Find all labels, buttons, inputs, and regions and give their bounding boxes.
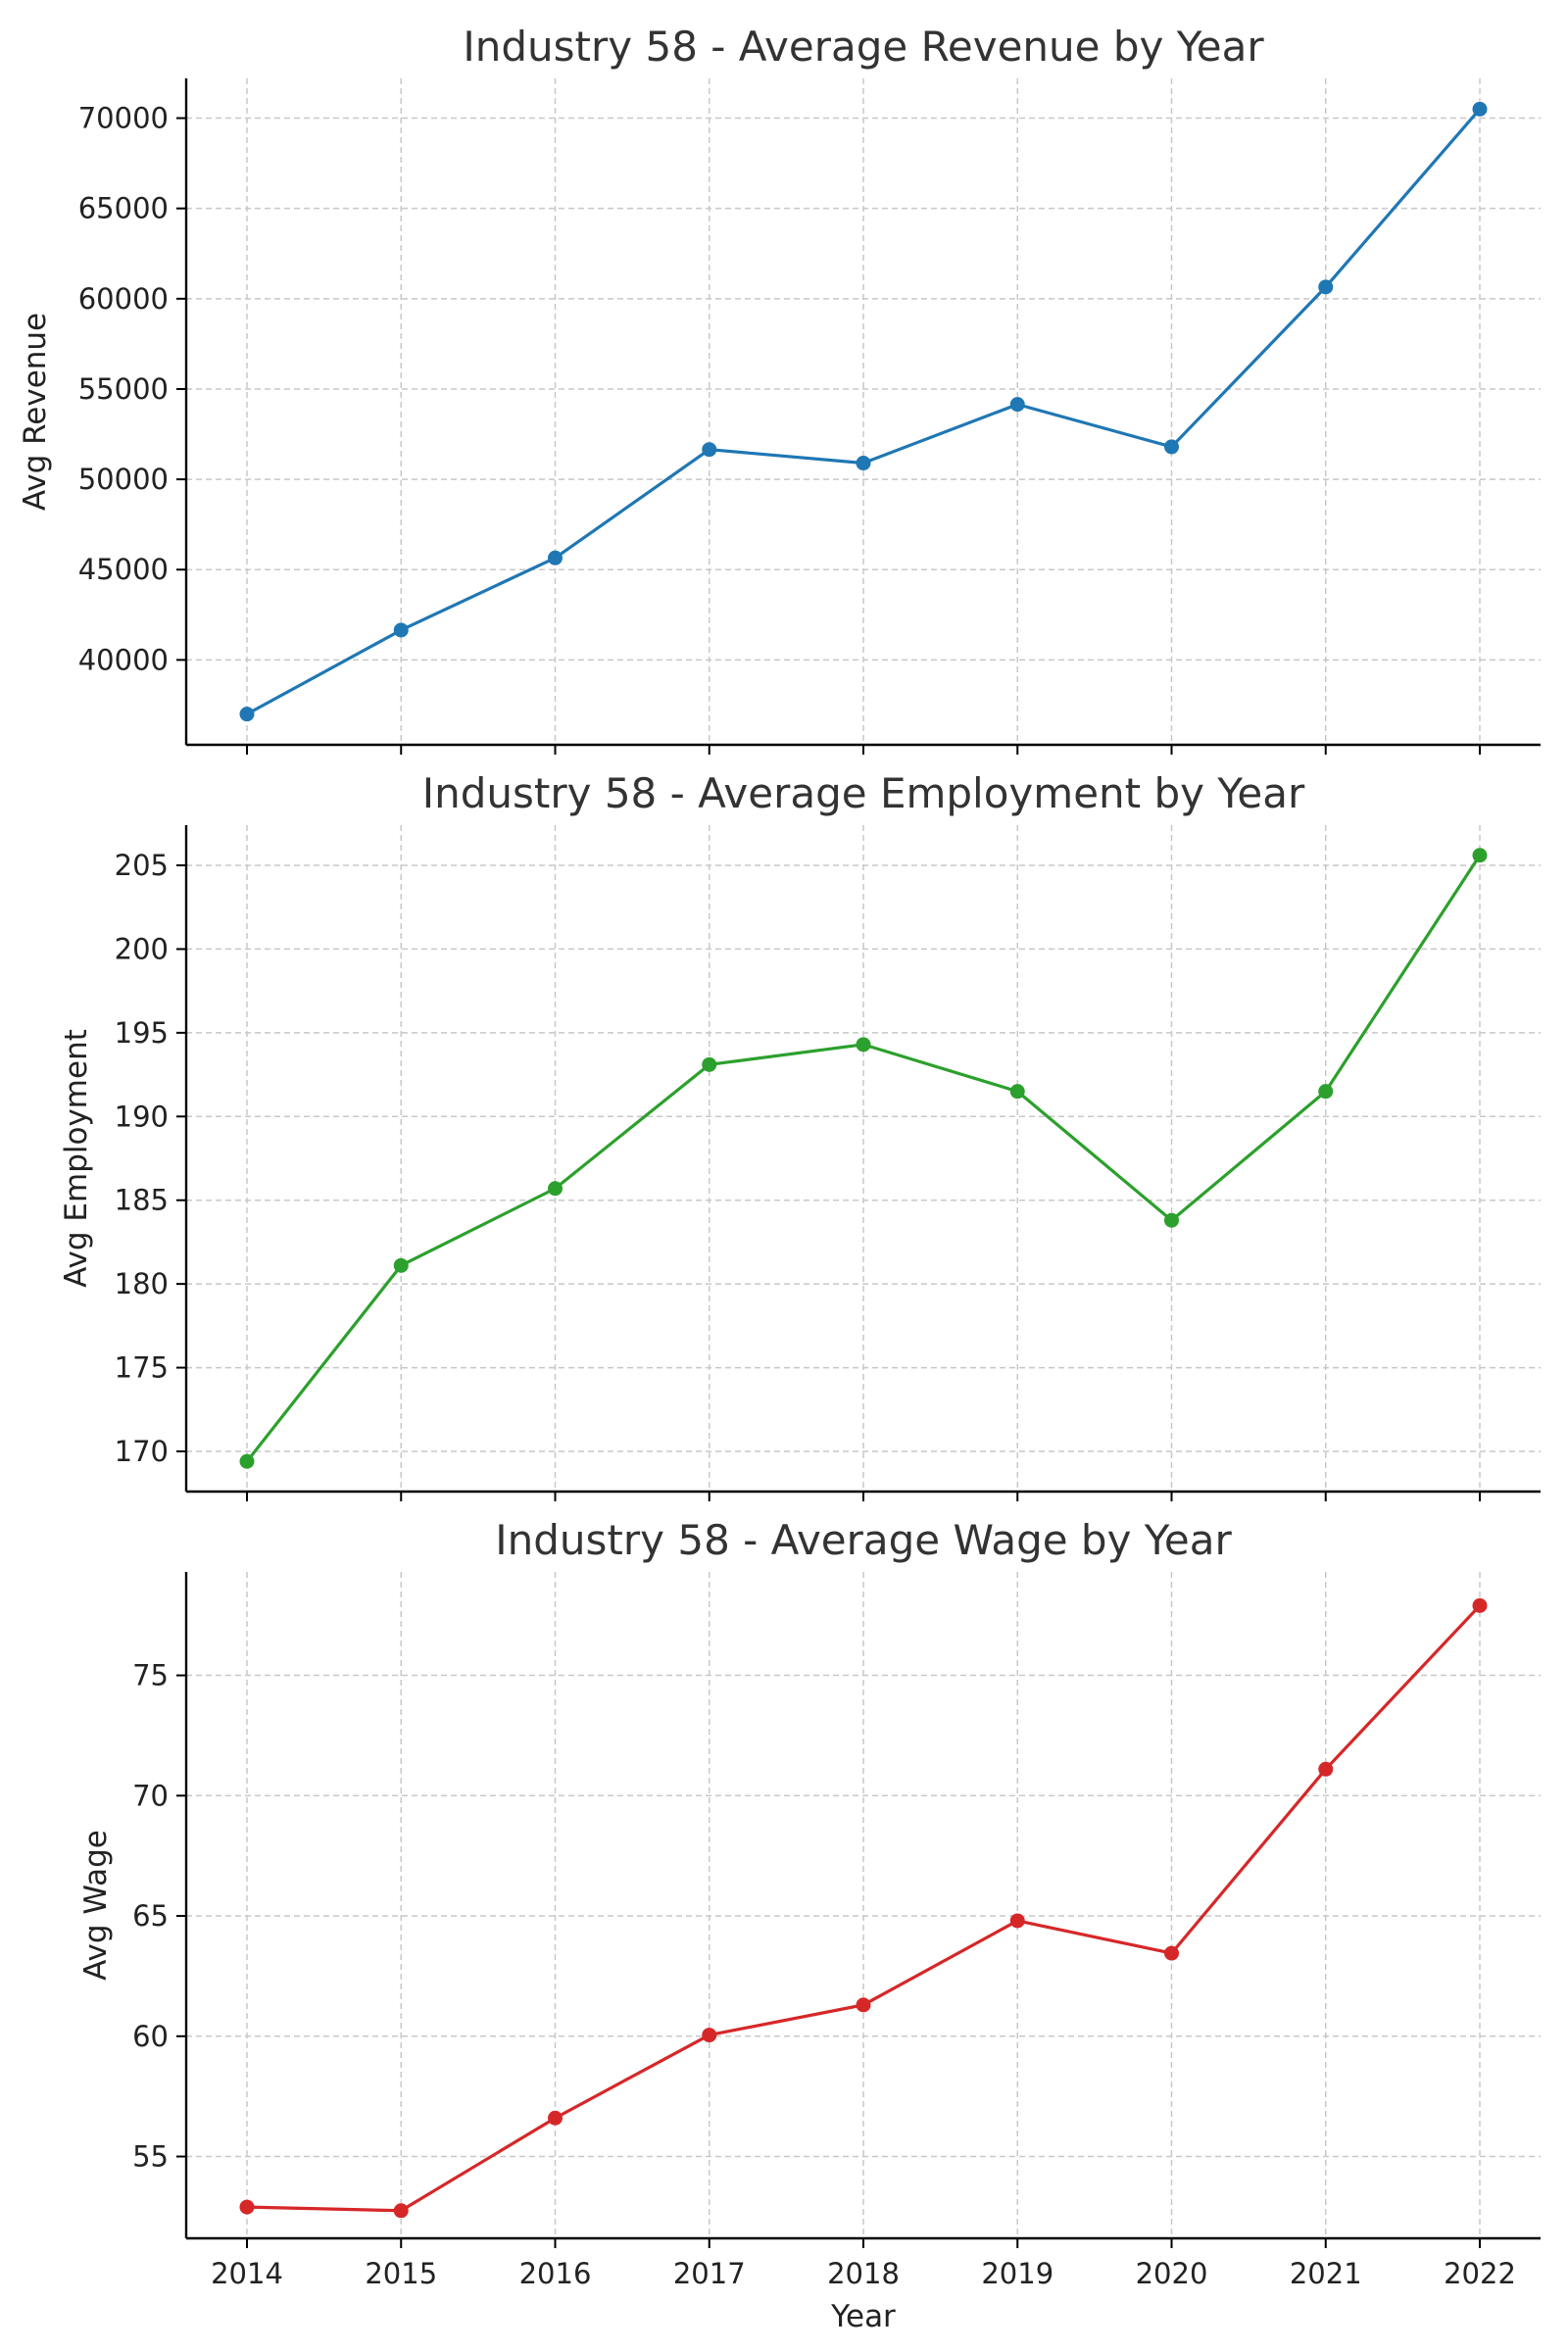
x-tick-label: 2014 (211, 2257, 283, 2290)
y-axis-label: Avg Employment (59, 1029, 94, 1288)
chart-title: Industry 58 - Average Wage by Year (495, 1516, 1232, 1564)
x-axis-label: Year (830, 2299, 896, 2334)
data-point (856, 456, 871, 471)
y-tick-label: 70 (132, 1779, 169, 1812)
y-tick-label: 55 (132, 2140, 169, 2174)
y-axis-label: Avg Wage (78, 1830, 114, 1981)
data-point (1164, 439, 1179, 455)
data-point (548, 1181, 563, 1197)
y-tick-label: 50000 (78, 463, 169, 496)
data-point (393, 2203, 409, 2219)
y-tick-label: 200 (115, 932, 169, 965)
x-tick-label: 2015 (365, 2257, 437, 2290)
data-point (1009, 1913, 1025, 1929)
data-point (1164, 1945, 1179, 1961)
data-point (548, 550, 563, 565)
data-point (393, 622, 409, 638)
y-tick-label: 180 (115, 1267, 169, 1300)
data-point (239, 2199, 255, 2215)
chart-revenue: 40000 45000 50000 55000 60000 65000 70000 Indus… (18, 23, 1541, 755)
data-point (1472, 848, 1488, 863)
data-point (1164, 1212, 1179, 1228)
y-tick-label: 65000 (78, 192, 169, 225)
y-tick-label: 170 (115, 1435, 169, 1468)
y-tick-label: 190 (115, 1100, 169, 1133)
y-tick-label: 75 (132, 1659, 169, 1692)
x-tick-label: 2016 (519, 2257, 592, 2290)
data-point (1318, 1761, 1334, 1777)
data-point (1472, 101, 1488, 117)
y-tick-label: 45000 (78, 553, 169, 586)
data-point (1009, 1084, 1025, 1100)
data-point (1318, 279, 1334, 295)
data-point (702, 1056, 717, 1072)
y-tick-label: 205 (115, 849, 169, 882)
chart-title: Industry 58 - Average Revenue by Year (463, 23, 1264, 71)
y-tick-label: 185 (115, 1184, 169, 1217)
x-tick-label: 2022 (1444, 2257, 1516, 2290)
x-tick-label: 2020 (1136, 2257, 1208, 2290)
y-tick-label: 55000 (78, 372, 169, 406)
chart-employment: 170 175 180 185 190 195 200 205 Industry 58 - Av… (59, 769, 1541, 1501)
data-point (393, 1257, 409, 1273)
data-point (702, 442, 717, 458)
y-tick-label: 40000 (78, 643, 169, 676)
data-point (856, 1037, 871, 1053)
x-tick-label: 2021 (1290, 2257, 1362, 2290)
data-point (856, 1997, 871, 2013)
x-tick-label: 2019 (981, 2257, 1054, 2290)
y-tick-label: 195 (115, 1016, 169, 1050)
y-tick-label: 70000 (78, 102, 169, 135)
data-point (702, 2028, 717, 2043)
y-tick-label: 60 (132, 2020, 169, 2053)
x-tick-label: 2017 (673, 2257, 746, 2290)
y-tick-label: 175 (115, 1351, 169, 1385)
data-point (1472, 1597, 1488, 1613)
data-point (239, 707, 255, 722)
y-tick-label: 60000 (78, 282, 169, 316)
data-point (1318, 1084, 1334, 1100)
data-point (548, 2110, 563, 2126)
chart-wage: 55 60 65 70 75 2014 2015 2016 2017 2018 2019 2020 20… (78, 1516, 1541, 2334)
y-tick-label: 65 (132, 1899, 169, 1933)
x-tick-label: 2018 (827, 2257, 900, 2290)
data-point (239, 1453, 255, 1469)
data-point (1009, 397, 1025, 413)
chart-title: Industry 58 - Average Employment by Year (422, 769, 1305, 817)
y-axis-label: Avg Revenue (18, 313, 53, 511)
